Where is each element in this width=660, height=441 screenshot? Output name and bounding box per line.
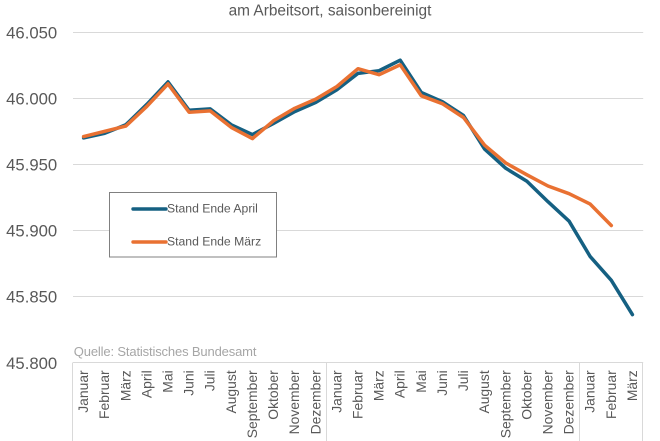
svg-text:Juni: Juni (181, 370, 197, 395)
svg-text:März: März (371, 370, 387, 401)
svg-text:Juli: Juli (455, 370, 471, 391)
svg-text:März: März (117, 370, 133, 401)
svg-text:April: April (138, 370, 154, 398)
svg-text:September: September (244, 370, 260, 438)
svg-text:Stand Ende März: Stand Ende März (167, 234, 261, 248)
svg-text:Januar: Januar (582, 370, 598, 413)
svg-text:45.900: 45.900 (6, 222, 57, 241)
svg-text:Februar: Februar (96, 370, 112, 419)
svg-text:März: März (624, 370, 640, 401)
svg-text:November: November (286, 370, 302, 434)
svg-text:September: September (497, 370, 513, 438)
svg-text:46.050: 46.050 (6, 24, 57, 43)
svg-text:Mai: Mai (413, 370, 429, 392)
svg-text:Juni: Juni (434, 370, 450, 395)
svg-text:November: November (540, 370, 556, 434)
svg-text:Quelle: Statistisches Bundesam: Quelle: Statistisches Bundesamt (74, 344, 257, 359)
svg-text:Februar: Februar (603, 370, 619, 419)
svg-text:August: August (223, 370, 239, 413)
svg-text:46.000: 46.000 (6, 90, 57, 109)
svg-text:45.850: 45.850 (6, 288, 57, 307)
svg-text:Januar: Januar (328, 370, 344, 413)
svg-text:Mai: Mai (160, 370, 176, 392)
svg-text:April: April (392, 370, 408, 398)
svg-text:Oktober: Oktober (265, 370, 281, 420)
svg-text:Februar: Februar (350, 370, 366, 419)
svg-text:August: August (476, 370, 492, 413)
svg-text:45.950: 45.950 (6, 156, 57, 175)
svg-text:Juli: Juli (202, 370, 218, 391)
svg-text:Oktober: Oktober (518, 370, 534, 420)
svg-text:45.800: 45.800 (6, 354, 57, 373)
svg-text:am Arbeitsort, saisonbereinigt: am Arbeitsort, saisonbereinigt (229, 3, 432, 20)
svg-text:Dezember: Dezember (307, 370, 323, 434)
svg-text:Dezember: Dezember (561, 370, 577, 434)
svg-text:Januar: Januar (75, 370, 91, 413)
svg-text:Stand Ende April: Stand Ende April (167, 201, 258, 215)
